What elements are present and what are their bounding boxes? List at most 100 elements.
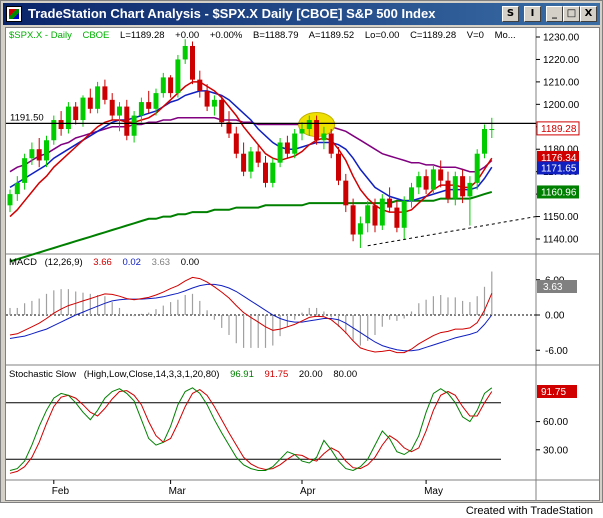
candle-body	[387, 198, 393, 208]
price-tick-label: 1210.00	[543, 77, 580, 88]
symbol-button[interactable]: S	[502, 6, 519, 22]
macd-plot[interactable]	[6, 271, 536, 354]
candle-body	[160, 77, 166, 94]
candle-body	[117, 106, 122, 116]
macd-tag-bg	[537, 280, 577, 293]
candle-body	[263, 162, 268, 183]
stoch-os-value: 20.00	[299, 369, 323, 380]
candle-body	[44, 140, 49, 161]
chart-svg[interactable]: $SPX.X - Daily CBOE L=1189.28 +0.00 +0.0…	[6, 28, 599, 500]
candle-body	[372, 205, 378, 226]
price-axis: 1230.001220.001210.001200.001190.001180.…	[536, 33, 580, 246]
candle-body	[95, 86, 101, 109]
candle-body	[241, 153, 247, 172]
candle-body	[292, 133, 298, 154]
chart-area[interactable]: $SPX.X - Daily CBOE L=1189.28 +0.00 +0.0…	[5, 27, 600, 501]
candle-body	[233, 133, 239, 154]
candle-body	[255, 151, 261, 163]
candle-body	[445, 180, 451, 199]
chart-window: TradeStation Chart Analysis - $SPX.X Dai…	[0, 0, 603, 503]
price-tag: 1176.34	[541, 153, 577, 164]
pct-value: +0.00%	[210, 30, 243, 41]
price-tag: 1171.65	[541, 163, 577, 174]
macd-label: MACD	[9, 257, 37, 268]
hist-value: 3.63	[152, 257, 171, 268]
candle-body	[131, 115, 137, 136]
candle-body	[336, 153, 341, 181]
month-label: Mar	[169, 486, 187, 497]
price-tag-bg	[537, 161, 579, 175]
candle-body	[409, 187, 414, 201]
candle-body	[22, 158, 28, 183]
price-tick-label: 1230.00	[543, 33, 580, 44]
price-tick-label: 1200.00	[543, 100, 580, 111]
candle-body	[343, 180, 349, 206]
candle-body	[182, 45, 188, 60]
candle-body	[416, 176, 422, 188]
candle-body	[138, 102, 144, 116]
stoch-k-line	[9, 387, 493, 472]
stoch-tag: 91.75	[541, 387, 566, 398]
month-label: Apr	[300, 486, 316, 497]
macd-header: MACD (12,26,9) 3.66 0.02 3.63 0.00	[9, 257, 199, 268]
price-tick-label: 1220.00	[543, 55, 580, 66]
stoch-plot[interactable]	[6, 387, 501, 474]
macd-line	[9, 276, 493, 354]
candle-body	[460, 176, 466, 197]
ask-value: A=1189.52	[309, 30, 355, 41]
stoch-ob-value: 80.00	[333, 369, 357, 380]
price-tag-bg	[537, 185, 579, 199]
app-icon[interactable]	[6, 6, 22, 22]
candle-body	[14, 182, 20, 195]
candle-body	[299, 129, 305, 134]
resistance-label: 1191.50	[10, 112, 44, 123]
candle-body	[146, 102, 152, 109]
candle-body	[124, 106, 130, 136]
bid-value: B=1188.79	[253, 30, 299, 41]
stoch-tick-label: 30.00	[543, 445, 568, 456]
candle-body	[306, 120, 312, 130]
candle-body	[438, 169, 444, 181]
window-title: TradeStation Chart Analysis - $SPX.X Dai…	[28, 6, 436, 21]
signal-value: 0.02	[122, 257, 141, 268]
price-tick-label: 1180.00	[543, 145, 579, 156]
macd-value: 3.66	[93, 257, 112, 268]
stoch-tag-bg	[537, 385, 577, 398]
stoch-header: Stochastic Slow (High,Low,Close,14,3,3,1…	[9, 369, 357, 380]
candle-body	[248, 151, 254, 172]
candle-body	[423, 176, 429, 190]
candles[interactable]	[7, 39, 495, 248]
candle-body	[109, 99, 115, 116]
candle-body	[80, 97, 86, 121]
candle-body	[87, 97, 93, 109]
candle-body	[328, 133, 334, 154]
candle-body	[36, 149, 42, 161]
candle-body	[467, 182, 473, 197]
stoch-params: (High,Low,Close,14,3,3,1,20,80)	[84, 369, 220, 380]
maximize-button[interactable]: □	[563, 6, 580, 22]
stoch-axis: 60.00 30.00	[536, 417, 568, 456]
candle-body	[321, 133, 327, 141]
support-trendline[interactable]	[367, 216, 537, 247]
stoch-label: Stochastic Slow	[9, 369, 76, 380]
minimize-button[interactable]: _	[546, 6, 563, 22]
macd-tick-label: -6.00	[545, 346, 568, 357]
candle-body	[204, 90, 210, 107]
candle-body	[452, 176, 458, 199]
close-button[interactable]: X	[580, 6, 597, 22]
candle-body	[29, 149, 35, 159]
macd-params: (12,26,9)	[45, 257, 83, 268]
candle-body	[51, 120, 57, 141]
title-bar[interactable]: TradeStation Chart Analysis - $SPX.X Dai…	[3, 3, 600, 25]
candle-body	[102, 86, 108, 100]
candle-body	[58, 120, 64, 130]
candle-body	[226, 122, 232, 134]
candle-body	[168, 77, 174, 94]
candle-body	[277, 142, 283, 163]
candle-body	[153, 93, 159, 109]
volume-value: V=0	[467, 30, 484, 41]
info-button[interactable]: I	[524, 6, 541, 22]
more-label: Mo...	[495, 30, 516, 41]
candle-body	[430, 169, 436, 190]
